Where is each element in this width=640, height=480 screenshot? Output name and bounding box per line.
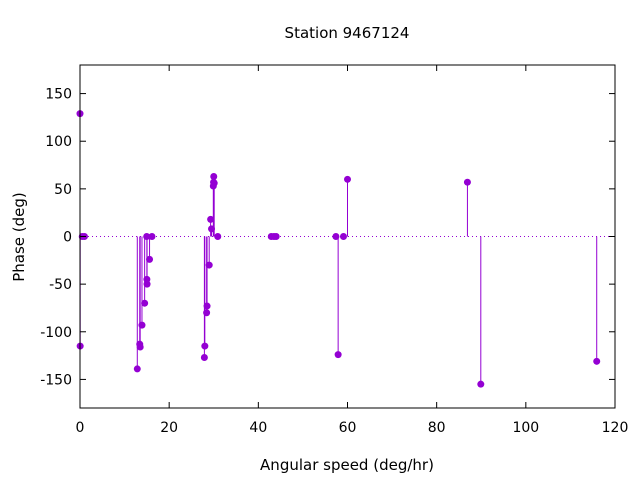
data-point [141,299,149,307]
x-axis: 0 20 40 60 80 100 120 [76,65,629,436]
marks-layer [76,110,601,388]
x-tick-label: 80 [428,420,446,436]
data-point [207,215,215,223]
data-point [339,233,347,240]
y-tick-label: -50 [49,277,72,293]
data-point [146,255,154,263]
data-point [593,357,601,365]
data-point [201,342,209,350]
data-point [210,179,218,187]
data-point [143,280,151,288]
data-point [200,354,208,362]
x-tick-label: 120 [602,420,629,436]
data-point [205,261,213,269]
data-point [477,380,485,388]
x-axis-title: Angular speed (deg/hr) [260,456,434,474]
y-axis-title: Phase (deg) [10,192,28,282]
y-tick-label: 50 [54,182,72,198]
x-tick-label: 100 [512,420,539,436]
data-point [136,343,144,351]
data-point [203,309,211,317]
x-tick-label: 0 [76,420,85,436]
y-tick-label: 150 [45,87,72,103]
y-tick-label: 0 [63,230,72,246]
data-point [138,321,146,329]
data-point [214,233,222,240]
x-tick-label: 20 [160,420,178,436]
x-tick-label: 60 [339,420,357,436]
data-point [334,351,342,359]
data-point [272,233,280,240]
chart-title: Station 9467124 [285,24,410,42]
data-point [203,302,211,310]
data-point [463,178,471,186]
y-tick-label: 100 [45,134,72,150]
y-tick-label: -150 [40,372,72,388]
data-point [210,172,218,180]
data-point [344,175,351,183]
data-point [148,233,156,240]
y-axis: -150 -100 -50 0 50 100 150 [40,87,615,388]
x-tick-label: 40 [249,420,267,436]
y-tick-label: -100 [40,325,72,341]
data-point [133,365,141,373]
